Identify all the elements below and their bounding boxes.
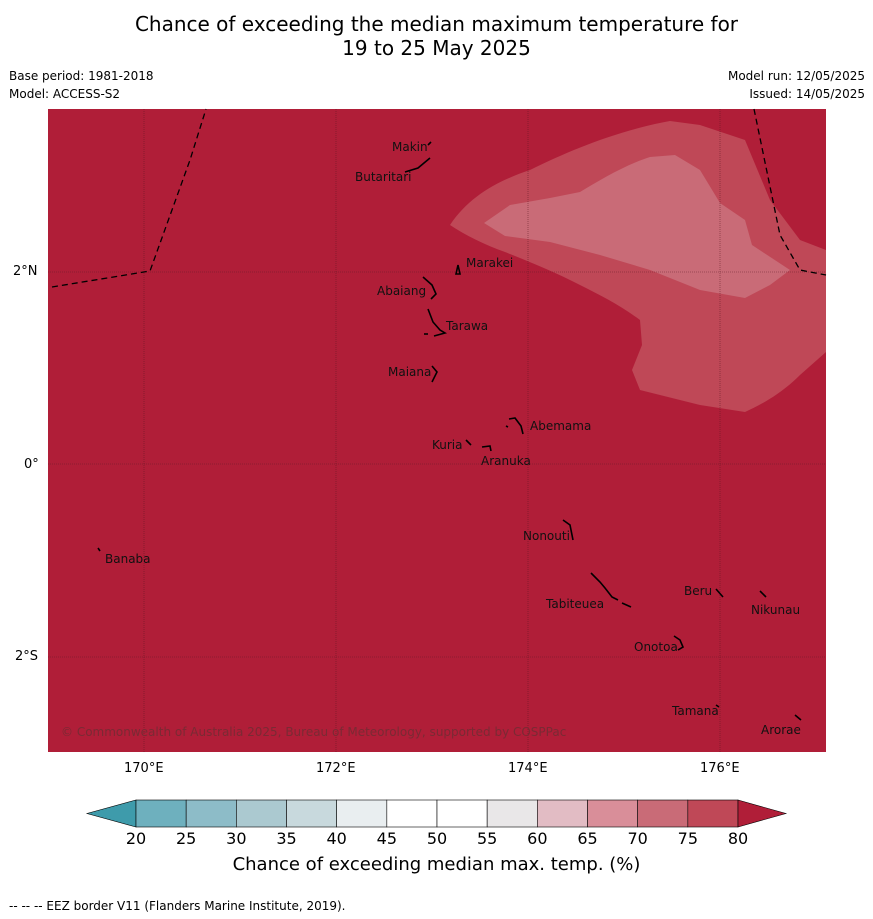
label-marakei: Marakei bbox=[466, 256, 513, 270]
y-tick-2n: 2°N bbox=[13, 264, 38, 279]
x-tick-174e: 174°E bbox=[508, 761, 548, 776]
colorbar-tick-label: 45 bbox=[376, 829, 398, 848]
colorbar-segment bbox=[436, 799, 488, 828]
colorbar-segment bbox=[286, 799, 337, 828]
label-beru: Beru bbox=[684, 584, 712, 598]
colorbar bbox=[85, 799, 788, 828]
eez-border bbox=[51, 108, 827, 288]
y-tick-0: 0° bbox=[24, 457, 39, 472]
label-abemama: Abemama bbox=[530, 419, 591, 433]
colorbar-segment bbox=[185, 799, 237, 828]
label-makin: Makin bbox=[392, 140, 428, 154]
label-banaba: Banaba bbox=[105, 552, 151, 566]
colorbar-tick-label: 75 bbox=[677, 829, 699, 848]
label-arorae: Arorae bbox=[761, 723, 801, 737]
probability-contours bbox=[450, 121, 826, 412]
colorbar-tick-label: 50 bbox=[426, 829, 448, 848]
colorbar-tick-label: 40 bbox=[326, 829, 347, 848]
colorbar-segment bbox=[537, 799, 588, 828]
issued-date: Issued: 14/05/2025 bbox=[749, 87, 865, 101]
eez-footnote: -- -- -- EEZ border V11 (Flanders Marine… bbox=[9, 899, 346, 913]
colorbar-extend-high bbox=[737, 799, 788, 828]
colorbar-segment bbox=[386, 799, 438, 828]
map-title-line2: 19 to 25 May 2025 bbox=[342, 36, 531, 60]
y-tick-2s: 2°S bbox=[15, 649, 39, 664]
colorbar-segment bbox=[637, 799, 689, 828]
label-tamana: Tamana bbox=[671, 704, 719, 718]
colorbar-tick-label: 80 bbox=[727, 829, 749, 848]
colorbar-extend-low bbox=[85, 799, 137, 828]
model-run-date: Model run: 12/05/2025 bbox=[727, 69, 865, 83]
colorbar-segment bbox=[587, 799, 638, 828]
map-title-line1: Chance of exceeding the median maximum t… bbox=[134, 12, 739, 36]
colorbar-tick-label: 55 bbox=[476, 829, 498, 848]
base-period: Base period: 1981-2018 bbox=[9, 69, 154, 83]
x-tick-172e: 172°E bbox=[316, 761, 356, 776]
colorbar-segment bbox=[336, 799, 388, 828]
model-name: Model: ACCESS-S2 bbox=[9, 87, 121, 101]
label-tarawa: Tarawa bbox=[445, 319, 488, 333]
contour-70-75 bbox=[484, 155, 790, 298]
colorbar-segment bbox=[687, 799, 739, 828]
label-butaritari: Butaritari bbox=[355, 170, 412, 184]
colorbar-tick-label: 70 bbox=[627, 829, 648, 848]
copyright-notice: © Commonwealth of Australia 2025, Bureau… bbox=[61, 725, 566, 739]
colorbar-segment bbox=[236, 799, 287, 828]
x-tick-170e: 170°E bbox=[124, 761, 164, 776]
island-outlines bbox=[97, 141, 802, 721]
label-tabiteuea: Tabiteuea bbox=[545, 597, 604, 611]
label-maiana: Maiana bbox=[388, 365, 431, 379]
label-kuria: Kuria bbox=[432, 438, 463, 452]
island-labels: Makin Butaritari Marakei Abaiang Tarawa … bbox=[105, 140, 801, 737]
label-nonouti: Nonouti bbox=[523, 529, 570, 543]
graticule bbox=[48, 109, 826, 752]
colorbar-tick-label: 30 bbox=[226, 829, 247, 848]
label-abaiang: Abaiang bbox=[377, 284, 426, 298]
colorbar-tick-label: 60 bbox=[527, 829, 548, 848]
colorbar-segment bbox=[486, 799, 538, 828]
colorbar-tick-label: 65 bbox=[577, 829, 598, 848]
x-tick-176e: 176°E bbox=[700, 761, 740, 776]
contour-75-80 bbox=[450, 121, 826, 412]
colorbar-tick-label: 25 bbox=[175, 829, 197, 848]
colorbar-segment bbox=[135, 799, 187, 828]
label-nikunau: Nikunau bbox=[751, 603, 800, 617]
label-onotoa: Onotoa bbox=[634, 640, 678, 654]
label-aranuka: Aranuka bbox=[481, 454, 531, 468]
colorbar-title: Chance of exceeding median max. temp. (%… bbox=[232, 854, 641, 875]
colorbar-tick-label: 35 bbox=[276, 829, 297, 848]
colorbar-tick-label: 20 bbox=[125, 829, 147, 848]
